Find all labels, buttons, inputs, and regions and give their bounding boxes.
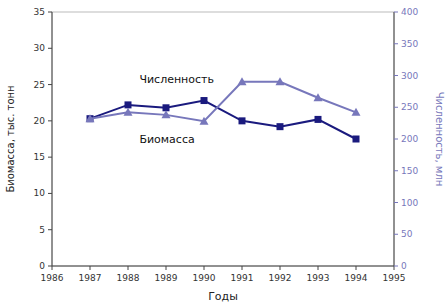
y2-tick xyxy=(394,139,398,140)
series-marker: Численность: 242 xyxy=(352,108,361,116)
y-tick xyxy=(48,193,52,194)
x-axis-label: Годы xyxy=(208,290,238,303)
y2-tick xyxy=(394,107,398,108)
x-tick xyxy=(356,266,357,270)
series-line xyxy=(90,101,356,139)
x-tick-label: 1987 xyxy=(79,273,102,283)
y-tick xyxy=(48,48,52,49)
x-tick xyxy=(242,266,243,270)
x-tick-label: 1986 xyxy=(41,273,64,283)
series-marker: Численность: 232 xyxy=(86,114,95,122)
series-marker: Численность: 265 xyxy=(314,93,323,101)
y2-tick-label: 350 xyxy=(401,39,418,49)
x-tick-label: 1988 xyxy=(117,273,140,283)
series-marker: Биомасса: 20.3 xyxy=(87,115,94,122)
y-tick xyxy=(48,84,52,85)
y2-tick xyxy=(394,12,398,13)
y2-tick-label: 0 xyxy=(401,261,407,271)
x-tick xyxy=(128,266,129,270)
y-tick xyxy=(48,229,52,230)
series-marker: Численность: 290 xyxy=(276,77,285,85)
y-tick-label: 10 xyxy=(34,188,46,198)
series-marker: Численность: 228 xyxy=(200,117,209,125)
x-tick xyxy=(90,266,91,270)
y-axis-label: Биомасса, тыс. тонн xyxy=(5,85,16,192)
y2-tick-label: 400 xyxy=(401,7,418,17)
y-tick xyxy=(48,120,52,121)
y-tick-label: 5 xyxy=(39,225,45,235)
annotation: Численность xyxy=(139,73,214,86)
y-tick-label: 35 xyxy=(34,7,45,17)
x-tick-label: 1991 xyxy=(231,273,254,283)
series-marker: Биомасса: 21.8 xyxy=(163,104,170,111)
y2-tick xyxy=(394,75,398,76)
series-marker: Биомасса: 20 xyxy=(239,117,246,124)
y2-tick-label: 200 xyxy=(401,134,418,144)
y2-tick-label: 150 xyxy=(401,166,418,176)
y-axis-line xyxy=(52,12,53,266)
y-tick-label: 25 xyxy=(34,80,45,90)
plot-frame xyxy=(52,12,394,266)
series-marker: Численность: 242 xyxy=(124,108,133,116)
y-tick-label: 15 xyxy=(34,152,45,162)
x-tick-label: 1994 xyxy=(345,273,368,283)
x-tick-label: 1990 xyxy=(193,273,216,283)
y2-tick xyxy=(394,202,398,203)
series-marker: Биомасса: 22.8 xyxy=(201,97,208,104)
series-marker: Численность: 290 xyxy=(238,77,247,85)
y2-tick xyxy=(394,170,398,171)
y-tick xyxy=(48,266,52,267)
y2-tick-label: 100 xyxy=(401,198,418,208)
y-tick xyxy=(48,12,52,13)
chart: 1986 1987 1988 1989 1990 1991 1992 1993 1994 1995… xyxy=(0,0,446,308)
x-tick xyxy=(204,266,205,270)
y2-tick-label: 50 xyxy=(401,229,413,239)
y-tick-label: 20 xyxy=(34,116,46,126)
x-tick-label: 1995 xyxy=(383,273,406,283)
series-group: Биомасса: 20.3 Биомасса: 22.2 Биомасса: 21… xyxy=(86,77,361,142)
series-marker: Биомасса: 20.2 xyxy=(315,116,322,123)
y2-axis: 0 50 100 150 200 250 300 350 400 Численность, млн xyxy=(394,7,445,271)
annotations: Численность Биомасса xyxy=(139,73,214,146)
y2-tick xyxy=(394,234,398,235)
series-marker: Биомасса: 17.5 xyxy=(353,136,360,143)
y-tick xyxy=(48,157,52,158)
x-tick-label: 1993 xyxy=(307,273,330,283)
y-tick-label: 30 xyxy=(34,43,46,53)
y2-tick-label: 250 xyxy=(401,102,418,112)
y2-tick-label: 300 xyxy=(401,71,418,81)
y2-tick xyxy=(394,43,398,44)
x-tick xyxy=(318,266,319,270)
x-tick xyxy=(394,266,395,270)
x-tick xyxy=(52,266,53,270)
y2-axis-label: Численность, млн xyxy=(434,92,445,187)
x-tick-label: 1992 xyxy=(269,273,292,283)
x-tick-label: 1989 xyxy=(155,273,178,283)
y2-tick xyxy=(394,266,398,267)
series-marker: Биомасса: 19.2 xyxy=(277,123,284,130)
y-tick-label: 0 xyxy=(39,261,45,271)
x-tick xyxy=(166,266,167,270)
x-tick xyxy=(280,266,281,270)
series-marker: Численность: 238 xyxy=(162,110,171,118)
x-axis: 1986 1987 1988 1989 1990 1991 1992 1993 1994 1995… xyxy=(41,266,406,303)
x-axis-line xyxy=(52,266,394,267)
series-marker: Биомасса: 22.2 xyxy=(125,101,132,108)
series-line xyxy=(90,82,356,121)
annotation: Биомасса xyxy=(139,133,194,146)
y-axis: 0 5 10 15 20 25 30 35 Биомасса, тыс. тонн xyxy=(5,7,52,271)
